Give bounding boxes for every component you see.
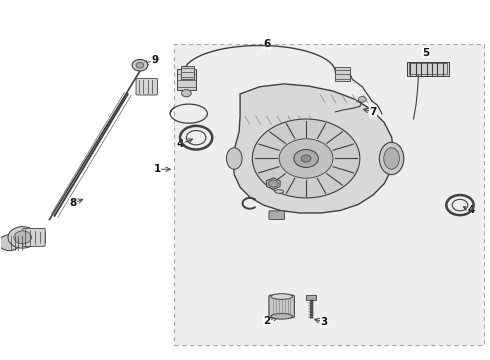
- Ellipse shape: [271, 294, 293, 300]
- Ellipse shape: [275, 190, 284, 193]
- Text: 8: 8: [70, 198, 76, 208]
- FancyBboxPatch shape: [269, 295, 294, 318]
- Text: 4: 4: [467, 206, 474, 216]
- FancyBboxPatch shape: [335, 67, 350, 81]
- Ellipse shape: [379, 142, 404, 175]
- Text: 9: 9: [151, 55, 158, 65]
- Ellipse shape: [226, 148, 242, 169]
- Circle shape: [301, 155, 311, 162]
- FancyBboxPatch shape: [136, 78, 158, 95]
- Ellipse shape: [271, 314, 293, 319]
- Circle shape: [132, 59, 148, 71]
- Text: 3: 3: [320, 318, 328, 327]
- Circle shape: [0, 235, 20, 251]
- Circle shape: [294, 149, 318, 167]
- Text: 5: 5: [422, 48, 429, 58]
- Polygon shape: [267, 178, 280, 189]
- Text: 7: 7: [369, 107, 377, 117]
- Circle shape: [136, 62, 144, 68]
- Ellipse shape: [384, 148, 399, 169]
- Circle shape: [181, 90, 191, 97]
- Text: 6: 6: [263, 40, 270, 49]
- Circle shape: [358, 96, 366, 102]
- FancyBboxPatch shape: [408, 62, 449, 76]
- Text: 2: 2: [263, 316, 270, 325]
- FancyBboxPatch shape: [174, 44, 485, 345]
- Circle shape: [14, 231, 31, 244]
- Circle shape: [269, 180, 278, 187]
- Circle shape: [279, 139, 333, 178]
- FancyBboxPatch shape: [176, 69, 196, 90]
- FancyBboxPatch shape: [306, 295, 316, 300]
- FancyBboxPatch shape: [23, 228, 45, 246]
- Text: 1: 1: [153, 164, 161, 174]
- FancyBboxPatch shape: [269, 211, 285, 220]
- Polygon shape: [233, 84, 394, 213]
- Circle shape: [252, 119, 360, 198]
- Circle shape: [8, 226, 37, 248]
- Text: 4: 4: [177, 139, 184, 149]
- FancyBboxPatch shape: [181, 66, 194, 79]
